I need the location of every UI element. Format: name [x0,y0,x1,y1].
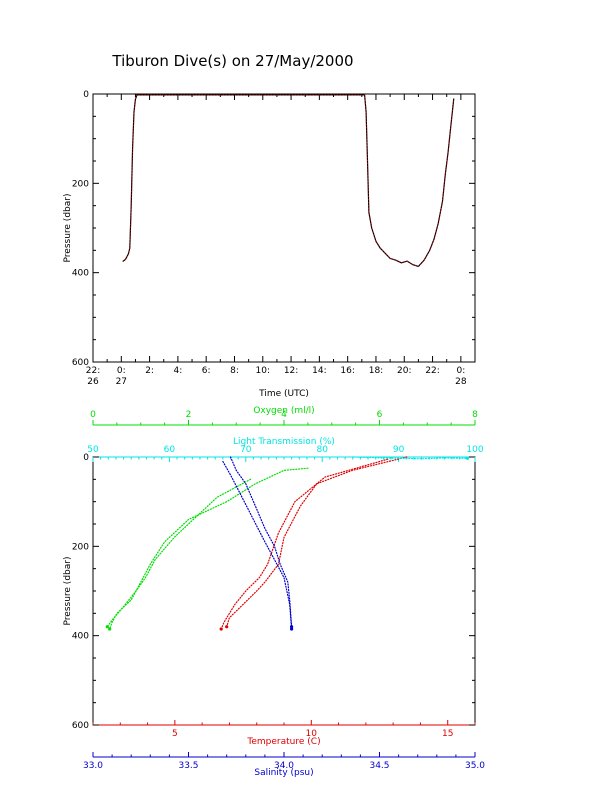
top-x-tick-label: 0: [456,366,465,376]
top-y-tick-label: 0 [83,90,89,100]
top-plot-frame [92,93,476,363]
oxygen-tick-label: 4 [281,410,287,420]
top-x-tick-label: 4: [174,366,183,376]
top-x-tick-label: 14: [312,366,326,376]
dive-track-line [122,94,455,268]
top-x-tick-label: 8: [230,366,239,376]
salinity-tick-label: 33.5 [178,761,198,771]
temperature-profile-2 [226,456,408,628]
top-y-tick-label: 200 [72,179,89,189]
transmission-axis-label: Light Transmission (%) [233,437,335,447]
oxygen-profile-1 [106,478,252,628]
top-x-tick-date: 27 [116,377,127,387]
top-series-layer [122,94,455,268]
salinity-tick-label: 34.5 [369,761,389,771]
salinity-profile-4 [229,456,293,628]
transmission-tick-label: 80 [316,445,328,455]
bottom-series-layer [105,456,469,631]
transmission-profile-end-point [465,456,469,460]
transmission-tick-label: 50 [87,445,99,455]
temperature-tick-label: 15 [442,729,453,739]
top-x-tick-label: 22: [86,366,100,376]
top-x-tick-date: 28 [455,377,467,387]
dive-track-overlay [122,94,455,267]
salinity-axis-label: Salinity (psu) [254,768,313,778]
top-x-tick-label: 22: [425,366,439,376]
bottom-y-tick-label: 600 [72,721,89,731]
temperature-profile-3 [220,458,389,630]
top-x-tick-label: 2: [145,366,154,376]
oxygen-profile-end-point [105,625,109,629]
transmission-tick-label: 60 [164,445,176,455]
transmission-profile-6 [352,456,468,460]
bottom-y-axis-label: Pressure (dbar) [63,557,73,626]
top-y-tick-label: 400 [72,269,89,279]
bottom-y-tick-label: 200 [72,542,89,552]
oxygen-profile-end-point [108,627,112,631]
temperature-profile-end-point [225,625,229,629]
salinity-tick-label: 35.0 [465,761,485,771]
transmission-tick-label: 90 [393,445,405,455]
bottom-chart: 0 200 400 600 0 2 4 6 8 50 60 70 80 90 100 5 10 15 33.0 33.… [63,406,485,778]
salinity-profile-end-point [290,627,294,631]
temperature-tick-label: 10 [306,729,318,739]
oxygen-tick-label: 6 [377,410,383,420]
salinity-tick-label: 34.0 [274,761,294,771]
top-x-tick-label: 20: [397,366,411,376]
top-x-tick-label: 16: [340,366,354,376]
oxygen-tick-label: 2 [186,410,192,420]
transmission-tick-label: 100 [466,445,483,455]
temperature-axis-label: Temperature (C) [246,737,320,747]
bottom-axis-ticks: 0 200 400 600 0 2 4 6 8 50 60 70 80 90 100 5 10 15 33.0 33.… [72,410,485,771]
top-x-axis-label: Time (UTC) [258,389,309,399]
temperature-tick-label: 5 [172,729,178,739]
salinity-tick-label: 33.0 [83,761,103,771]
top-y-tick-label: 600 [72,358,89,368]
top-x-tick-date: 26 [87,377,99,387]
oxygen-tick-label: 8 [472,410,478,420]
top-x-tick-label: 6: [202,366,211,376]
bottom-y-tick-label: 400 [72,632,89,642]
top-x-tick-label: 12: [284,366,298,376]
top-x-tick-label: 10: [256,366,270,376]
top-x-tick-label: 18: [369,366,383,376]
bottom-plot-frame [92,456,476,726]
top-y-axis-label: Pressure (dbar) [63,194,73,263]
transmission-tick-label: 70 [240,445,252,455]
oxygen-tick-label: 0 [90,410,96,420]
oxygen-axis-label: Oxygen (ml/l) [253,406,314,416]
chart-title: Tiburon Dive(s) on 27/May/2000 [111,52,353,70]
bottom-y-tick-label: 0 [83,453,89,463]
temperature-profile-end-point [219,627,223,631]
oxygen-profile-0 [109,467,309,630]
salinity-profile-5 [222,460,293,630]
top-x-tick-label: 0: [117,366,126,376]
